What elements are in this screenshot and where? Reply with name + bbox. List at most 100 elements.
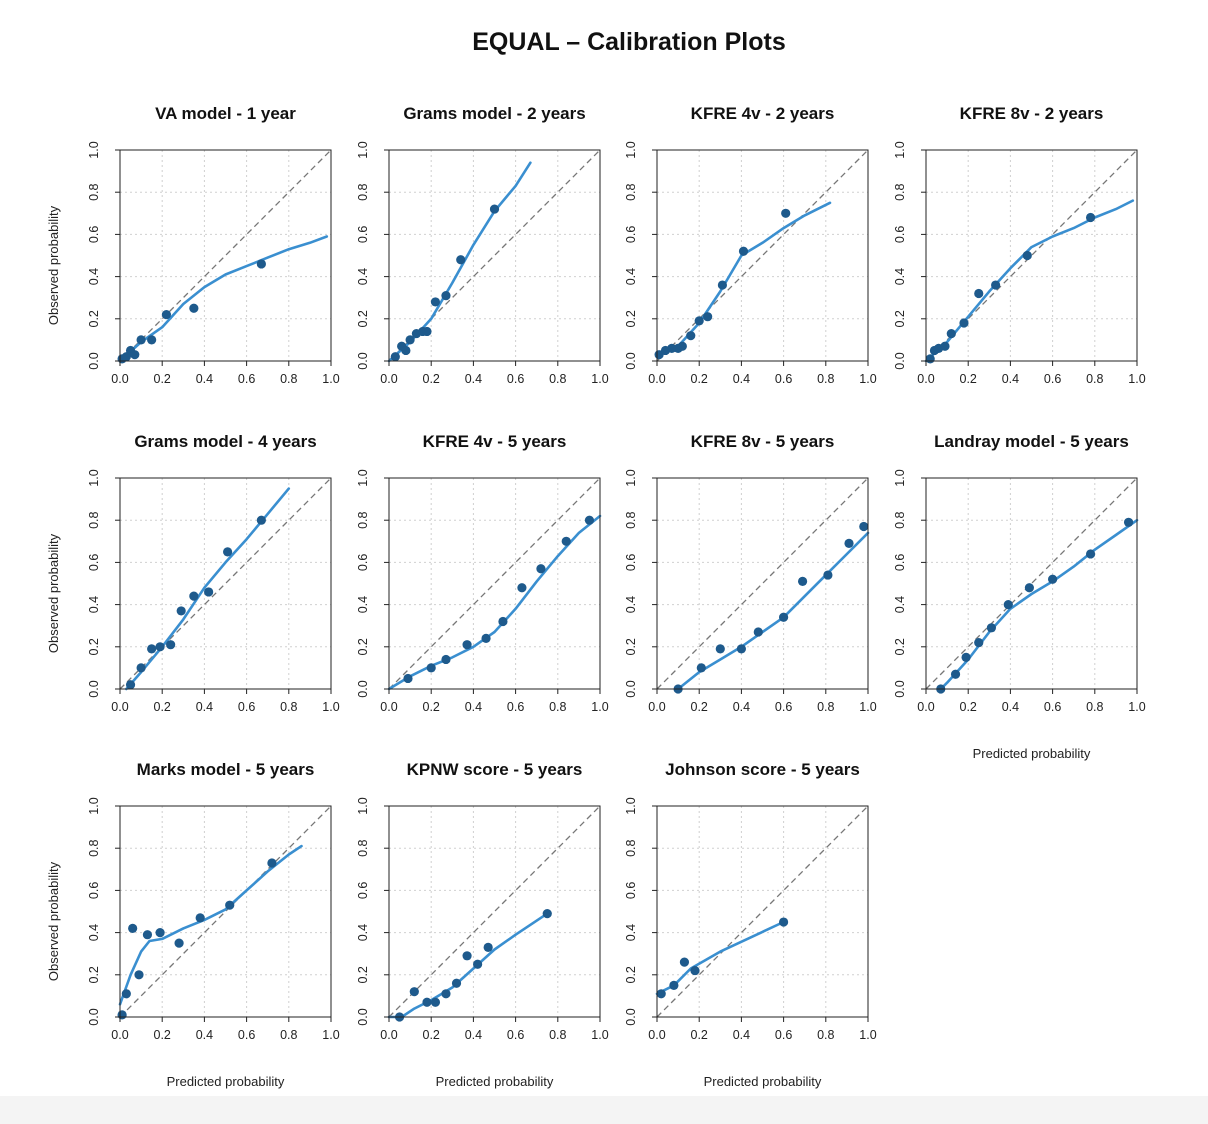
chart-8-x-tick-label: 0.4 bbox=[1002, 700, 1019, 714]
chart-2-x-tick-label: 0.8 bbox=[549, 372, 566, 386]
chart-1-y-axis-label: Observed probability bbox=[46, 205, 61, 325]
chart-3-data-point bbox=[703, 312, 713, 322]
chart-5-x-tick-label: 0.4 bbox=[196, 700, 213, 714]
chart-10-data-point bbox=[441, 989, 451, 999]
chart-3-title: KFRE 4v - 2 years bbox=[691, 104, 835, 123]
chart-5-data-point bbox=[256, 515, 266, 525]
chart-10-x-tick-label: 0.6 bbox=[507, 1028, 524, 1042]
chart-9-x-tick-label: 0.0 bbox=[111, 1028, 128, 1042]
chart-10-data-point bbox=[483, 942, 493, 952]
chart-2-y-tick-label: 1.0 bbox=[356, 141, 370, 158]
chart-9-data-point bbox=[174, 938, 184, 948]
chart-1-title: VA model - 1 year bbox=[155, 104, 296, 123]
chart-3-data-point bbox=[686, 331, 696, 341]
chart-7-data-point bbox=[715, 644, 725, 654]
chart-9-y-tick-label: 0.6 bbox=[87, 882, 101, 899]
chart-7-y-tick-label: 0.2 bbox=[624, 638, 638, 655]
chart-5-x-tick-label: 1.0 bbox=[322, 700, 339, 714]
chart-2-panel: 0.0 0.2 0.4 0.6 0.8 1.0 0.0 0.2 0.4 0.6 0.8 1.0 Gram… bbox=[356, 104, 609, 386]
chart-4-x-tick-label: 0.4 bbox=[1002, 372, 1019, 386]
chart-2-data-point bbox=[441, 290, 451, 301]
chart-4-data-point bbox=[1022, 250, 1032, 261]
chart-2-x-tick-label: 1.0 bbox=[591, 372, 608, 386]
chart-8-data-point bbox=[1024, 583, 1034, 593]
chart-4-data-point bbox=[1085, 212, 1096, 223]
chart-11-x-tick-label: 0.4 bbox=[733, 1028, 750, 1042]
chart-10-data-point bbox=[422, 997, 432, 1007]
chart-6-x-tick-label: 0.8 bbox=[549, 700, 566, 714]
chart-9-y-axis-label: Observed probability bbox=[46, 861, 61, 981]
chart-1-x-tick-label: 0.8 bbox=[280, 372, 297, 386]
chart-9-data-point bbox=[117, 1010, 127, 1020]
chart-9-x-tick-label: 0.6 bbox=[238, 1028, 255, 1042]
chart-7-data-point bbox=[779, 612, 789, 622]
chart-10-y-tick-label: 0.6 bbox=[356, 882, 370, 899]
chart-4-data-point bbox=[991, 280, 1001, 290]
chart-9-y-tick-label: 0.8 bbox=[87, 839, 101, 856]
chart-11-x-tick-label: 0.8 bbox=[817, 1028, 834, 1042]
chart-2-y-tick-label: 0.4 bbox=[356, 268, 370, 285]
chart-3-x-tick-label: 0.8 bbox=[817, 372, 834, 386]
chart-9-x-tick-label: 0.4 bbox=[196, 1028, 213, 1042]
chart-11-data-point bbox=[656, 989, 666, 999]
chart-3-data-point bbox=[694, 316, 704, 326]
chart-3-frame bbox=[656, 149, 869, 362]
chart-4-data-point bbox=[940, 341, 950, 351]
chart-6-panel: 0.0 0.2 0.4 0.6 0.8 1.0 0.0 0.2 0.4 0.6 0.8 1.0 KFRE… bbox=[356, 432, 609, 714]
chart-2-data-point bbox=[401, 345, 411, 356]
chart-1-x-tick-label: 0.0 bbox=[111, 372, 128, 386]
chart-7-data-point bbox=[859, 521, 869, 532]
chart-3-y-tick-label: 0.6 bbox=[624, 226, 638, 243]
chart-5-y-tick-label: 1.0 bbox=[87, 469, 101, 486]
chart-10-x-tick-label: 0.4 bbox=[465, 1028, 482, 1042]
chart-3-data-point bbox=[667, 343, 677, 353]
chart-5-y-tick-label: 0.0 bbox=[87, 680, 101, 697]
chart-11-panel: 0.0 0.2 0.4 0.6 0.8 1.0 0.0 0.2 0.4 0.6 0.8 1.0 John… bbox=[624, 760, 877, 1089]
chart-11-y-tick-label: 0.2 bbox=[624, 966, 638, 983]
chart-5-x-tick-label: 0.6 bbox=[238, 700, 255, 714]
chart-3-y-tick-label: 0.0 bbox=[624, 352, 638, 369]
chart-8-data-point bbox=[974, 637, 984, 648]
chart-8-data-point bbox=[986, 623, 997, 633]
chart-7-y-tick-label: 0.0 bbox=[624, 680, 638, 697]
chart-11-data-point bbox=[679, 957, 690, 967]
chart-2-y-tick-label: 0.8 bbox=[356, 183, 370, 200]
chart-8-x-tick-label: 1.0 bbox=[1128, 700, 1145, 714]
chart-4-y-tick-label: 0.8 bbox=[893, 183, 907, 200]
chart-3-data-point bbox=[677, 341, 687, 351]
chart-1-y-tick-label: 0.8 bbox=[87, 183, 101, 200]
chart-5-y-tick-label: 0.6 bbox=[87, 554, 101, 571]
chart-10-reference-line bbox=[388, 805, 601, 1018]
chart-11-data-point bbox=[779, 917, 789, 927]
chart-1-x-tick-label: 1.0 bbox=[322, 372, 339, 386]
chart-1-x-tick-label: 0.6 bbox=[238, 372, 255, 386]
chart-5-y-tick-label: 0.8 bbox=[87, 511, 101, 528]
chart-8-calibration-curve bbox=[939, 518, 1139, 691]
chart-1-data-point bbox=[161, 309, 172, 320]
chart-9-title: Marks model - 5 years bbox=[137, 760, 315, 779]
chart-3-reference-line bbox=[656, 149, 869, 362]
chart-6-frame bbox=[388, 477, 601, 690]
chart-8-y-tick-label: 0.0 bbox=[893, 680, 907, 697]
chart-2-x-tick-label: 0.0 bbox=[380, 372, 397, 386]
chart-10-data-point bbox=[542, 909, 552, 919]
chart-5-data-point bbox=[155, 642, 165, 652]
chart-8-reference-line bbox=[925, 477, 1138, 690]
chart-4-panel: 0.0 0.2 0.4 0.6 0.8 1.0 0.0 0.2 0.4 0.6 0.8 1.0 KFRE… bbox=[893, 104, 1146, 386]
chart-1-data-point bbox=[189, 303, 199, 313]
chart-6-y-tick-label: 1.0 bbox=[356, 469, 370, 486]
chart-8-x-tick-label: 0.8 bbox=[1086, 700, 1103, 714]
chart-1-data-point bbox=[130, 350, 140, 360]
chart-3-data-point bbox=[738, 246, 749, 256]
chart-11-x-tick-label: 1.0 bbox=[859, 1028, 876, 1042]
chart-4-x-tick-label: 0.2 bbox=[960, 372, 977, 386]
chart-10-y-tick-label: 1.0 bbox=[356, 797, 370, 814]
chart-5-data-point bbox=[223, 547, 233, 557]
chart-4-y-tick-label: 0.0 bbox=[893, 352, 907, 369]
chart-5-data-point bbox=[125, 680, 136, 690]
chart-8-y-tick-label: 0.8 bbox=[893, 511, 907, 528]
chart-8-y-tick-label: 0.6 bbox=[893, 554, 907, 571]
chart-7-y-tick-label: 0.8 bbox=[624, 511, 638, 528]
chart-10-x-tick-label: 0.0 bbox=[380, 1028, 397, 1042]
